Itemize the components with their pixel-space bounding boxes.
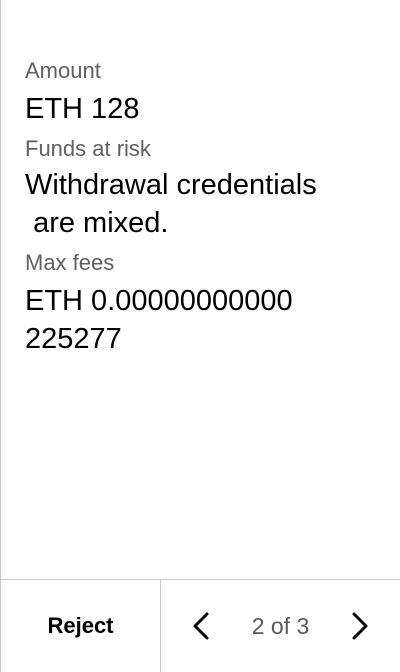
reject-button[interactable]: Reject bbox=[1, 580, 161, 672]
footer-bar: Reject 2 of 3 bbox=[1, 579, 400, 672]
pagination: 2 of 3 bbox=[161, 580, 400, 672]
chevron-right-icon[interactable] bbox=[348, 610, 372, 642]
amount-value: ETH 128 bbox=[25, 93, 140, 125]
max-fees-field: Max fees ETH 0.00000000000 225277 bbox=[25, 250, 388, 358]
max-fees-label: Max fees bbox=[25, 250, 115, 275]
review-fields: Amount ETH 128 Funds at risk Withdrawal … bbox=[25, 58, 388, 358]
funds-at-risk-field: Funds at risk Withdrawal credentials are… bbox=[25, 136, 388, 242]
funds-at-risk-value: Withdrawal credentials are mixed. bbox=[25, 169, 317, 239]
chevron-left-icon[interactable] bbox=[189, 610, 213, 642]
amount-label: Amount bbox=[25, 58, 101, 83]
page-indicator: 2 of 3 bbox=[251, 612, 310, 639]
max-fees-value: ETH 0.00000000000 225277 bbox=[25, 285, 293, 355]
funds-at-risk-label: Funds at risk bbox=[25, 136, 151, 161]
amount-field: Amount ETH 128 bbox=[25, 58, 388, 128]
